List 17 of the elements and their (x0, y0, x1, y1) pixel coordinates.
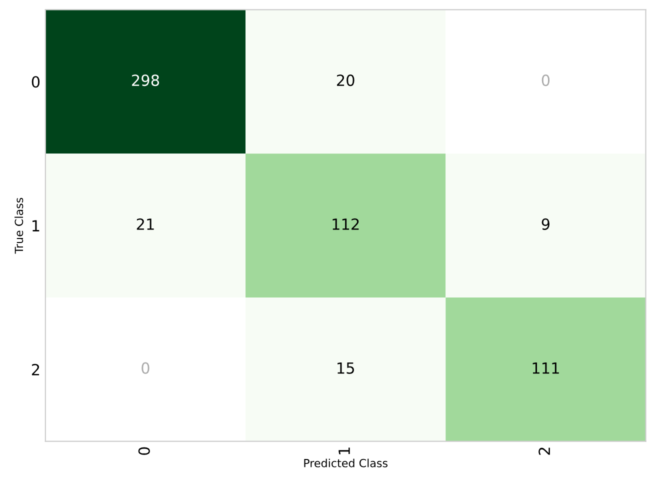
y-axis-title: True Class (14, 198, 24, 254)
data-label: 21 (136, 218, 154, 230)
data-label: 298 (132, 74, 160, 86)
y-tick-label: 2 (32, 364, 40, 376)
data-label: 15 (338, 362, 354, 374)
x-tick-label: 1 (338, 448, 350, 454)
x-tick-label: 2 (538, 448, 550, 455)
y-tick-label: 0 (32, 76, 40, 88)
data-label: 111 (532, 362, 559, 374)
x-axis-title: Predicted Class (304, 458, 388, 468)
y-tick-label: 1 (32, 220, 40, 232)
data-label: 0 (142, 362, 150, 374)
data-label: 0 (542, 74, 550, 86)
x-tick-label: 0 (138, 447, 150, 455)
data-label: 112 (332, 218, 359, 230)
data-label: 9 (542, 218, 550, 230)
data-label: 20 (336, 74, 354, 86)
